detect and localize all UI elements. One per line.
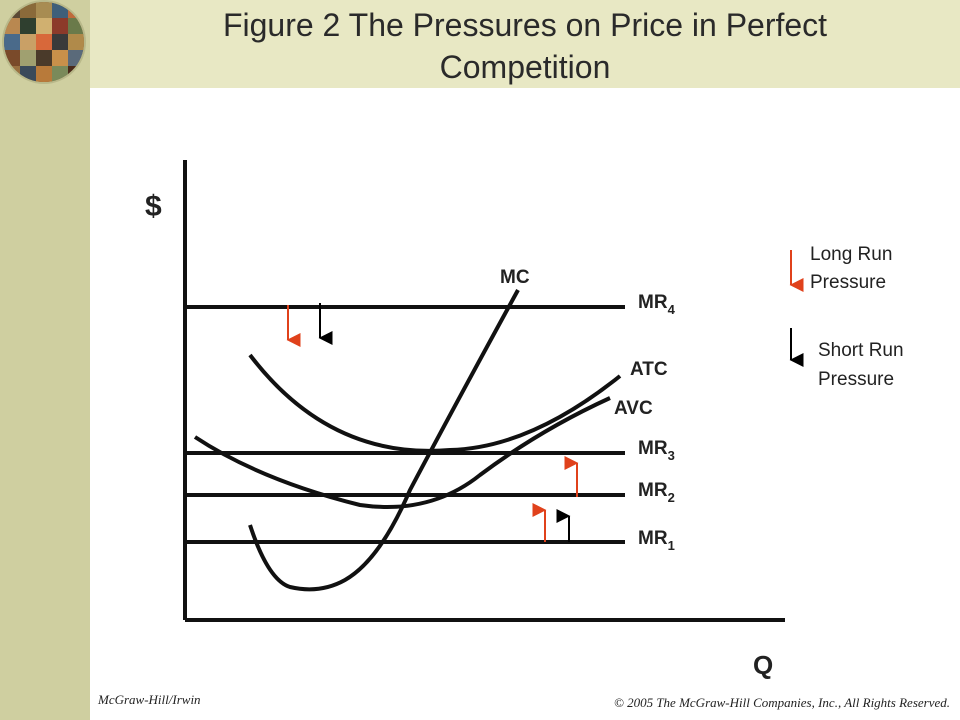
atc-curve: [248, 353, 622, 453]
legend-long-run-line2: Pressure: [810, 272, 886, 293]
mr2-label-sub: 2: [668, 490, 675, 505]
y-axis-label: $: [145, 190, 162, 223]
mr4-label-base: MR: [638, 292, 668, 313]
mr3-label-base: MR: [638, 438, 668, 459]
legend-long-run-line1: Long Run: [810, 244, 892, 265]
mr2-label-base: MR: [638, 480, 668, 501]
footer-publisher: McGraw-Hill/Irwin: [98, 692, 201, 707]
footer-copyright: © 2005 The McGraw-Hill Companies, Inc., …: [613, 695, 950, 710]
mc-curve: [248, 289, 520, 592]
mr1-label: MR1: [638, 528, 675, 553]
mr3-label: MR3: [638, 438, 675, 463]
avc-label: AVC: [614, 398, 653, 419]
people-grid-globe-icon: [4, 2, 84, 82]
title-line-1: Figure 2 The Pressures on Price in Perfe…: [222, 7, 828, 43]
page-title: Figure 2 The Pressures on Price in Perfe…: [90, 4, 960, 88]
x-axis-label: Q: [753, 650, 773, 680]
mc-label: MC: [500, 267, 530, 288]
atc-label: ATC: [630, 359, 668, 380]
mr2-label: MR2: [638, 480, 675, 505]
mr1-label-sub: 1: [668, 538, 675, 553]
title-band: [90, 0, 960, 88]
avc-curve: [193, 396, 611, 509]
mr3-label-sub: 3: [668, 448, 675, 463]
legend-short-run-line2: Pressure: [818, 369, 894, 390]
mr4-label: MR4: [638, 292, 676, 317]
mr4-label-sub: 4: [668, 302, 676, 317]
legend-short-run-line1: Short Run: [818, 340, 904, 361]
left-sidebar-band: [0, 0, 90, 720]
mr1-label-base: MR: [638, 528, 668, 549]
title-line-2: Competition: [439, 49, 611, 85]
